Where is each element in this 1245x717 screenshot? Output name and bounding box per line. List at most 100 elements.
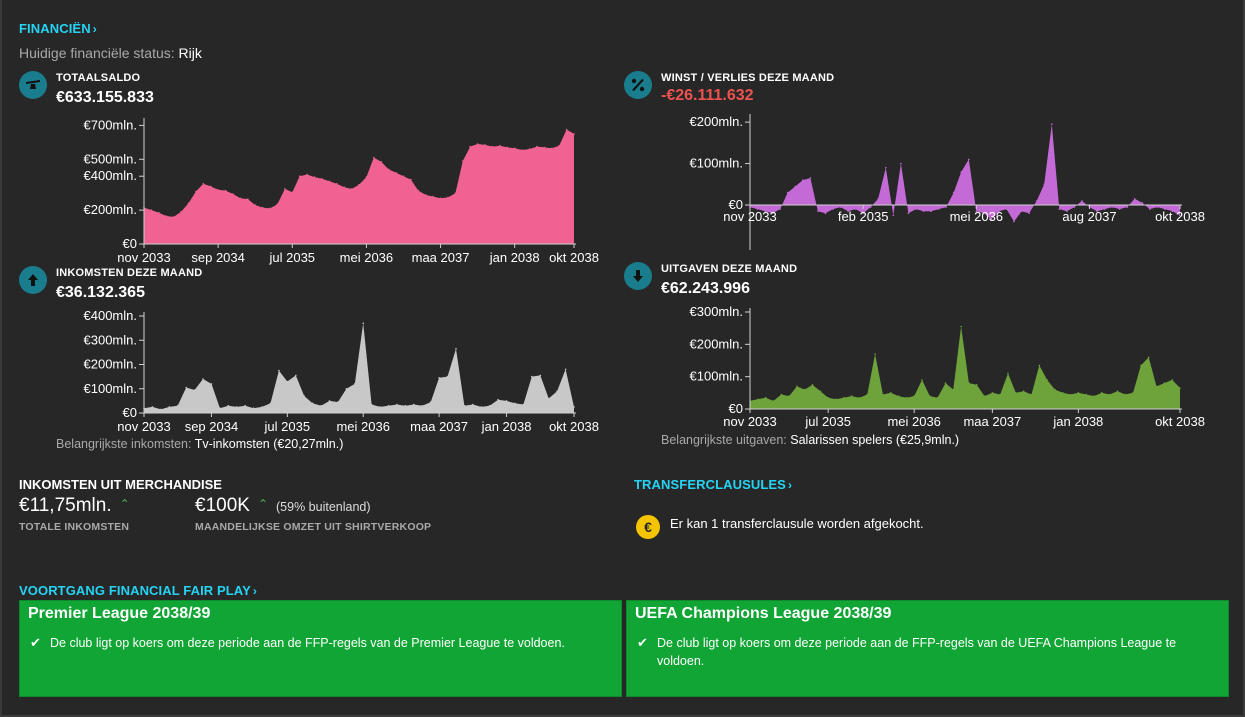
- abroad-pct: (59% buitenland): [276, 500, 371, 514]
- x-tick-label: nov 2033: [117, 250, 171, 265]
- profit-point: [862, 212, 864, 215]
- total-balance-value: €633.155.833: [56, 89, 154, 106]
- income-point: [176, 404, 179, 407]
- x-tick-label: nov 2033: [723, 209, 777, 224]
- total-point: [298, 175, 301, 177]
- total-point: [217, 189, 219, 191]
- expenses-point: [850, 395, 853, 397]
- profit-loss-chart: €0 €100mln. €200mln. nov 2033 feb 2035 mei 20…: [690, 114, 1205, 250]
- profit-point: [764, 210, 766, 212]
- profit-point: [945, 206, 947, 208]
- shirt-sales-caption: MAANDELIJKSE OMZET UIT SHIRTVERKOOP: [195, 521, 432, 533]
- x-tick-label: okt 2038: [1155, 414, 1205, 429]
- profit-point: [817, 210, 819, 212]
- income-point: [278, 369, 280, 372]
- total-point: [180, 211, 182, 213]
- profit-point: [809, 177, 812, 179]
- transfer-clauses-link[interactable]: TRANSFERCLAUSULES ›: [634, 477, 792, 492]
- expenses-point: [819, 390, 822, 392]
- profit-point: [983, 212, 985, 215]
- total-point: [187, 202, 190, 205]
- income-point: [573, 406, 575, 408]
- total-point: [276, 203, 279, 205]
- income-point: [429, 401, 432, 403]
- total-point: [402, 175, 405, 177]
- income-point: [438, 377, 440, 379]
- y-tick-label: €400mln.: [84, 308, 137, 323]
- income-point: [185, 386, 187, 389]
- expenses-point: [1085, 393, 1087, 396]
- total-point: [395, 172, 397, 174]
- income-point: [421, 404, 424, 407]
- total-point: [306, 173, 308, 176]
- income-point: [396, 403, 398, 406]
- expenses-point: [913, 395, 915, 397]
- x-tick-label: maa 2037: [412, 250, 470, 265]
- expenses-point: [952, 388, 955, 391]
- income-point: [463, 404, 466, 407]
- expenses-point: [757, 398, 759, 401]
- expenses-point: [1054, 388, 1056, 391]
- expenses-point: [780, 393, 783, 396]
- profit-point: [1005, 208, 1008, 210]
- total-point: [336, 183, 338, 185]
- percent-icon: [624, 71, 652, 99]
- x-tick-label: nov 2033: [723, 414, 777, 429]
- expenses-point: [1093, 395, 1095, 397]
- income-point: [488, 404, 491, 407]
- profit-point: [1164, 208, 1166, 210]
- merchandise-title: INKOMSTEN UIT MERCHANDISE: [19, 477, 222, 492]
- total-point: [172, 216, 175, 218]
- x-tick-label: jan 2038: [1052, 414, 1103, 429]
- income-point: [522, 403, 525, 406]
- expenses-point: [983, 395, 986, 397]
- profit-point: [922, 210, 925, 212]
- x-tick-label: nov 2033: [117, 419, 171, 434]
- expenses-point: [960, 325, 962, 328]
- x-tick-label: jan 2038: [489, 250, 540, 265]
- income-point: [311, 402, 314, 405]
- income-point: [547, 397, 550, 400]
- y-tick-label: €200mln.: [690, 336, 743, 351]
- profit-point: [832, 208, 834, 210]
- income-point: [472, 403, 474, 406]
- total-point: [232, 193, 234, 195]
- income-point: [286, 380, 289, 383]
- expenses-point: [803, 388, 806, 391]
- y-tick-label: €100mln.: [84, 381, 137, 396]
- x-tick-label: feb 2035: [838, 209, 889, 224]
- expenses-point: [1015, 392, 1017, 394]
- x-tick-label: mei 2036: [336, 419, 389, 434]
- shirt-sales-block: €100K ⌃ (59% buitenland): [195, 495, 371, 517]
- expenses-point: [1147, 356, 1150, 359]
- total-point: [254, 204, 256, 206]
- total-point: [558, 144, 560, 147]
- income-point: [151, 406, 154, 408]
- profit-point: [1058, 208, 1061, 210]
- income-point: [514, 402, 516, 405]
- expenses-value: €62.243.996: [661, 280, 750, 297]
- expenses-point: [874, 353, 876, 355]
- total-area: [144, 129, 574, 244]
- profit-point: [1013, 220, 1015, 223]
- x-tick-label: sep 2034: [185, 419, 239, 434]
- main-expenses-note: Belangrijkste uitgaven: Salarissen spele…: [661, 433, 959, 447]
- financien-link[interactable]: FINANCIËN ›: [19, 21, 97, 36]
- main-expenses-label: Belangrijkste uitgaven:: [661, 433, 787, 447]
- shirt-sales-value: €100K: [195, 495, 250, 516]
- expenses-point: [772, 400, 775, 402]
- total-point: [439, 197, 442, 200]
- total-point: [291, 191, 294, 194]
- profit-point: [779, 208, 781, 210]
- total-point: [195, 190, 197, 193]
- main-income-value: Tv-inkomsten (€20,27mln.): [194, 437, 344, 451]
- total-point: [506, 146, 509, 149]
- financien-title: FINANCIËN: [19, 21, 91, 36]
- income-point: [497, 398, 499, 401]
- ffp-link[interactable]: VOORTGANG FINANCIAL FAIR PLAY ›: [19, 583, 257, 598]
- profit-point: [794, 185, 797, 188]
- total-point: [343, 186, 346, 188]
- merch-total-block: €11,75mln. ⌃: [19, 495, 130, 517]
- expenses-point: [843, 396, 845, 399]
- total-point: [321, 178, 323, 180]
